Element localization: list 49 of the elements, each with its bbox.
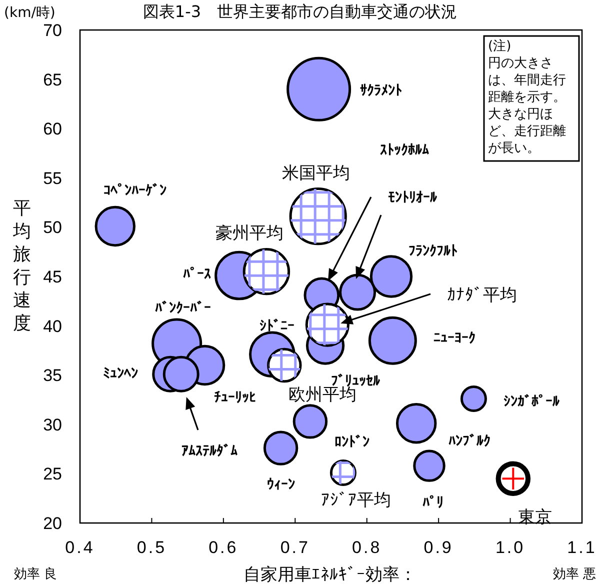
annotation: ｱﾑｽﾃﾙﾀﾞﾑ: [182, 444, 238, 460]
y-tick-label: 25: [43, 464, 62, 484]
annotation: ｻｸﾗﾒﾝﾄ: [360, 83, 402, 100]
annotation: ﾊﾟﾘ: [422, 494, 444, 511]
y-tick-label: 50: [43, 218, 62, 238]
x-tick-label: 0.8: [352, 538, 382, 557]
y-tick-label: 65: [43, 70, 62, 90]
y-tick-label: 35: [43, 366, 62, 386]
annotation: ﾌﾗﾝｸﾌﾙﾄ: [408, 244, 458, 260]
y-tick-label: 30: [43, 415, 62, 434]
annotation: ｽﾄｯｸﾎﾙﾑ: [380, 142, 429, 158]
chart-title: 図表1-3 世界主要都市の自動車交通の状況: [142, 2, 458, 21]
y-tick-label: 20: [43, 514, 62, 533]
annotation: 豪州平均: [215, 224, 284, 244]
text: (km/時): [4, 5, 56, 21]
arrow-note: ｶﾅﾀﾞ平均: [340, 286, 517, 324]
text: 効率 悪: [552, 566, 596, 582]
annotation: ﾊﾝﾌﾞﾙｸ: [448, 433, 490, 450]
annotation: ﾓﾝﾄﾘｵｰﾙ: [388, 190, 438, 206]
x-tick-label: 0.7: [280, 538, 310, 557]
x-tick-label: 0.6: [208, 538, 238, 557]
y-tick-label: 70: [43, 21, 62, 40]
x-tick-label: 1.0: [495, 538, 526, 557]
annotation: ｼﾄﾞﾆｰ: [260, 318, 295, 334]
x-tick-label: 0.4: [65, 538, 95, 557]
x-tick-label: 0.5: [136, 538, 167, 557]
annotation: ﾛﾝﾄﾞﾝ: [334, 434, 370, 450]
annotation: ﾆｭｰﾖｰｸ: [434, 330, 476, 347]
y-tick-label: 40: [43, 316, 62, 336]
annotation: ﾊﾟｰｽ: [183, 266, 212, 283]
annotation: 米国平均: [282, 163, 350, 184]
annotation: ｱｼﾞｱ平均: [321, 490, 392, 511]
y-axis-title: 平均旅行速度: [12, 198, 31, 334]
annotation: ﾁｭｰﾘｯﾋ: [214, 390, 256, 406]
annotation: ﾐｭﾝﾍﾝ: [102, 366, 138, 382]
x-tick-label: 0.9: [424, 538, 454, 557]
y-tick-label: 60: [43, 120, 62, 139]
y-tick-label: 45: [43, 268, 62, 286]
x-tick-label: 1.1: [567, 538, 597, 557]
annotation: ｺﾍﾟﾝﾊｰｹﾞﾝ: [104, 182, 167, 200]
text: 効率 良: [14, 566, 58, 582]
annotation: ｶﾅﾀﾞ平均: [446, 286, 517, 306]
annotation: (注): [488, 38, 512, 55]
x-axis-title: 自家用車ｴﾈﾙｷﾞｰ効率：: [244, 565, 416, 585]
annotation: ｳｨｰﾝ: [266, 477, 295, 494]
annotation: ﾊﾞﾝｸｰﾊﾞｰ: [154, 300, 211, 317]
annotation: ｼﾝｶﾞﾎﾟｰﾙ: [504, 392, 561, 410]
annotation: 円の大きさは、年間走行距離を示す。大きな円ほど、走行距離が長い。: [488, 55, 567, 157]
y-tick-label: 55: [43, 168, 62, 188]
